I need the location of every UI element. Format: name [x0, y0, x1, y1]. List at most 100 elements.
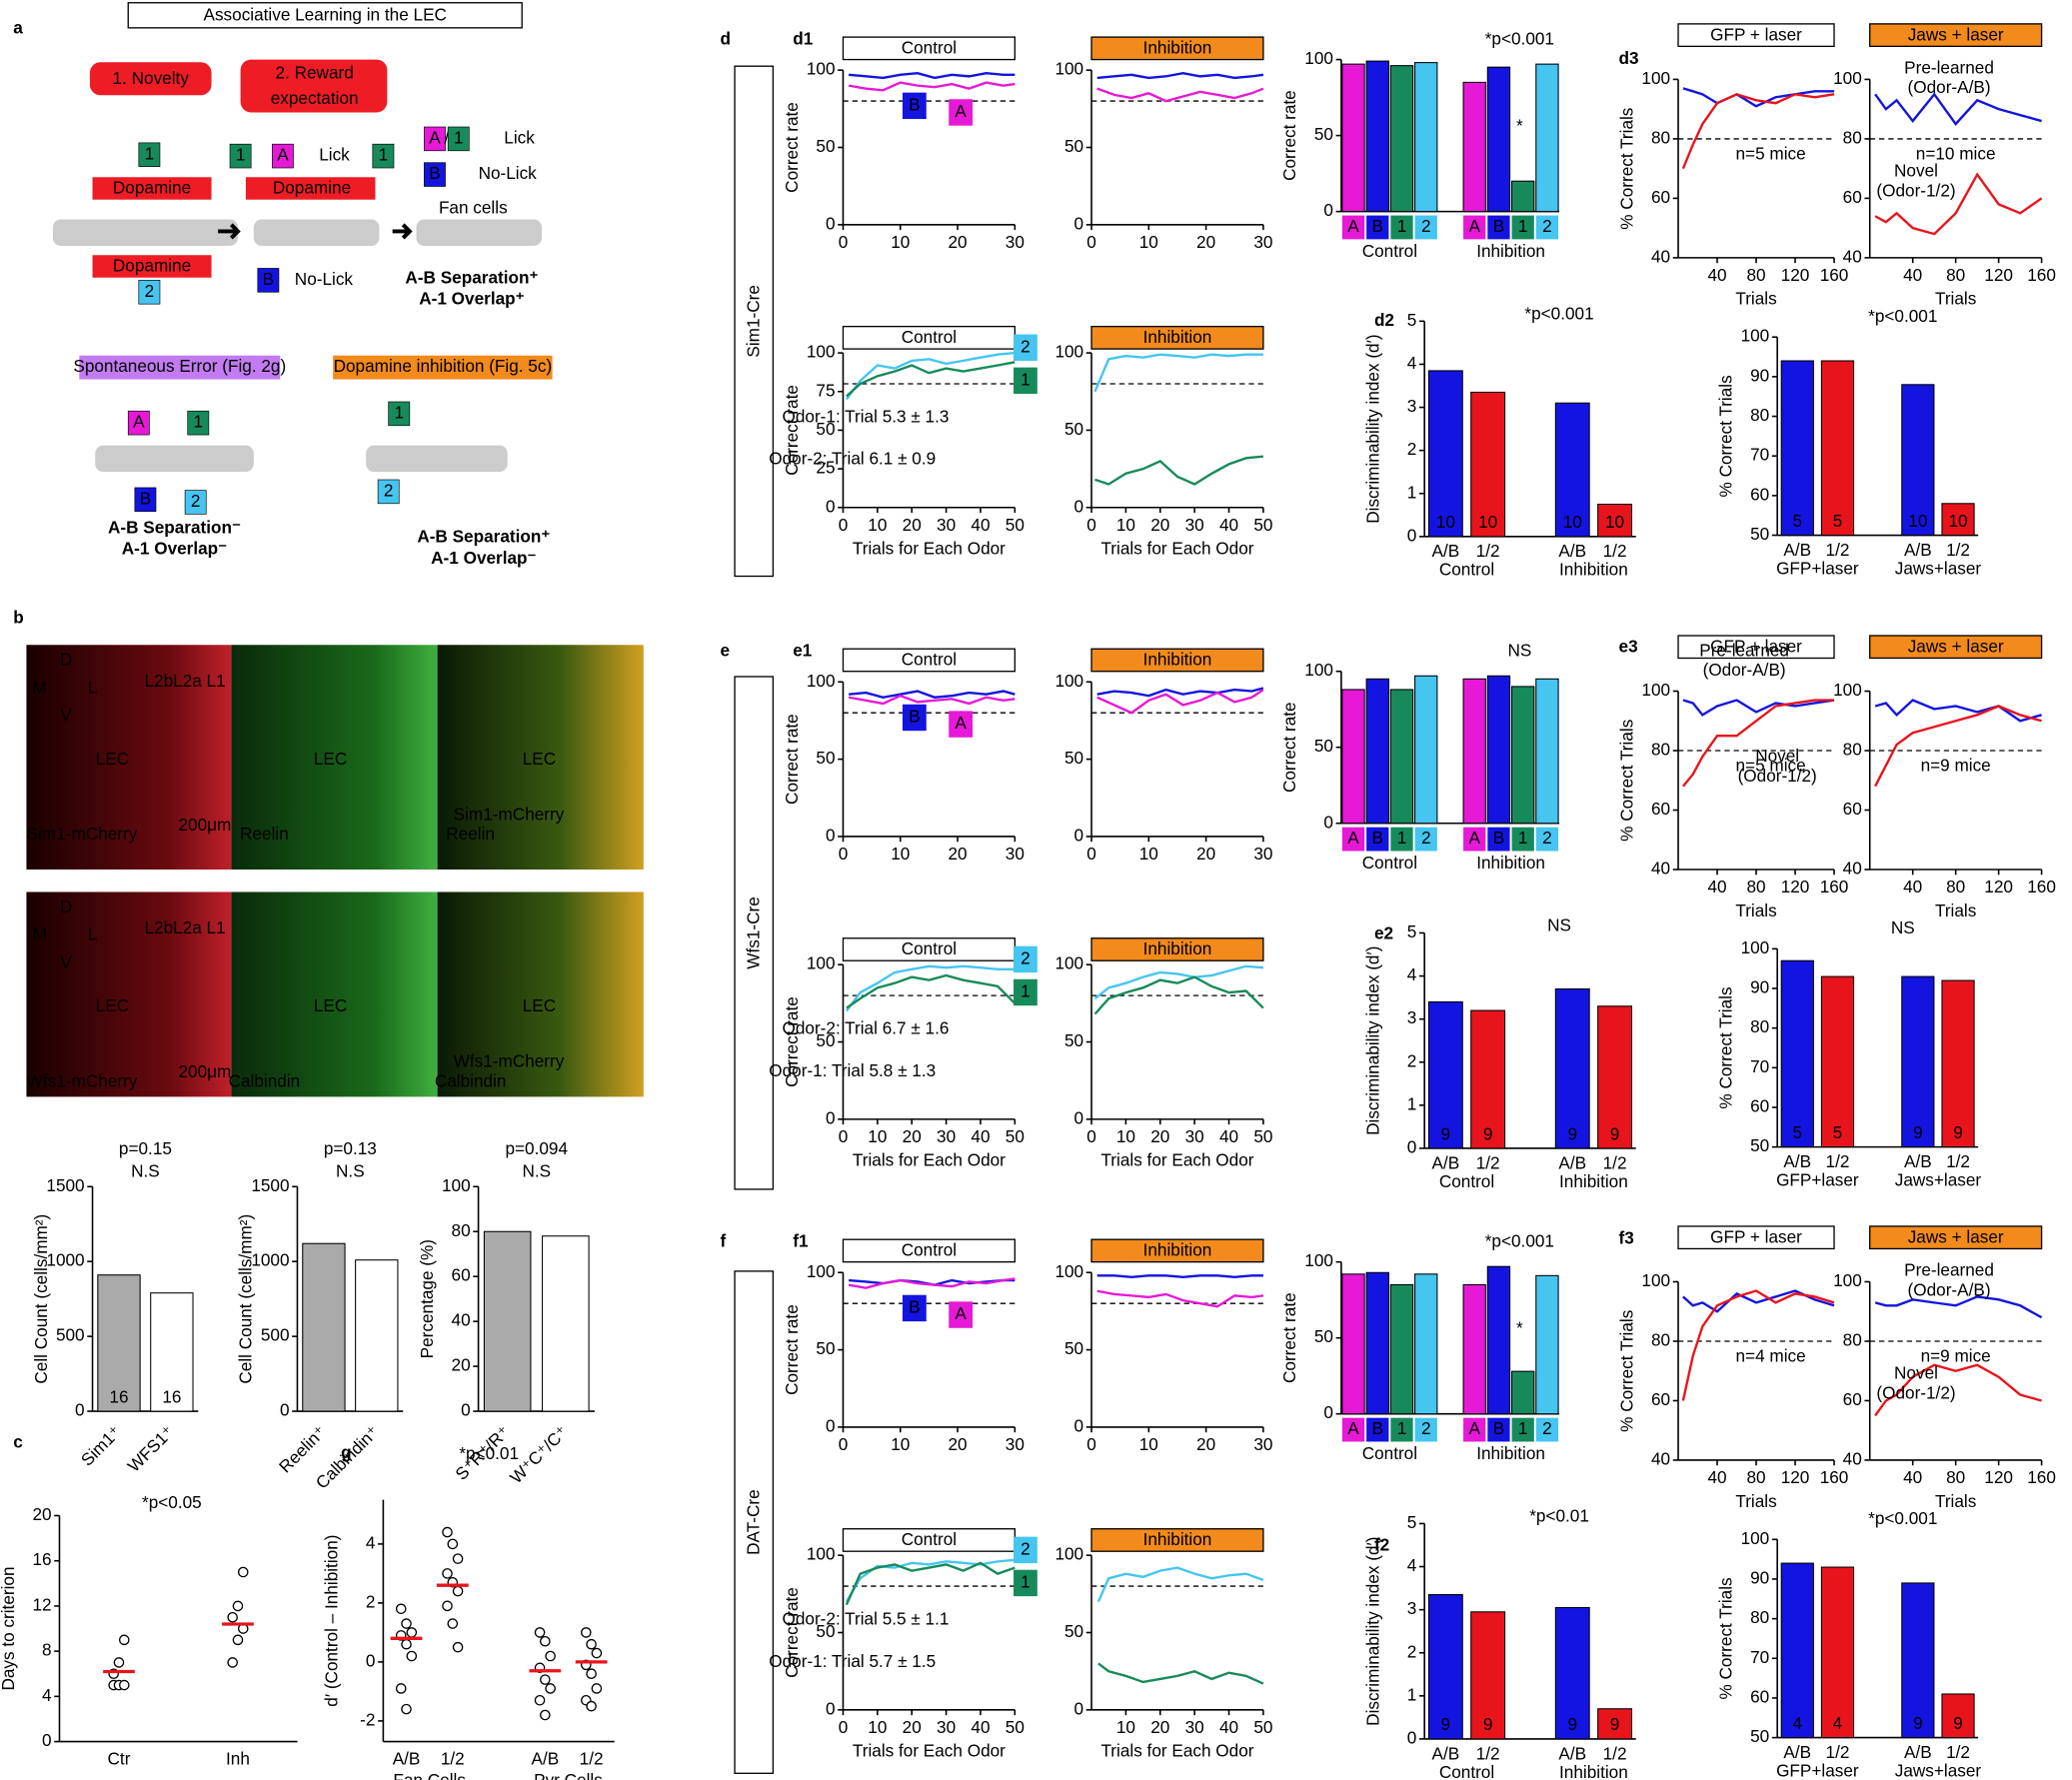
- diagram-text: Dopamine: [113, 178, 191, 198]
- y-tick-label: 50: [1064, 1621, 1083, 1641]
- title-box: [1090, 648, 1264, 673]
- annotation: *p<0.001: [1485, 1230, 1554, 1250]
- icon: [272, 143, 294, 169]
- title-box: [1869, 635, 2043, 660]
- bar: [1941, 503, 1975, 537]
- bar: [1780, 959, 1814, 1148]
- y-tick-label: 0: [826, 213, 836, 233]
- y-tick-label: 0: [826, 1698, 836, 1718]
- y-tick-label: 80: [1750, 1016, 1769, 1036]
- image-label: L: [88, 677, 98, 697]
- row-label: Sim1-Cre: [743, 285, 763, 358]
- bar: [1486, 1265, 1511, 1415]
- chart-title: Jaws + laser: [1908, 1226, 2004, 1246]
- panel-label: c: [13, 1431, 23, 1451]
- x-tick-label: 0: [839, 232, 849, 252]
- x-tick-label: B: [1493, 1418, 1504, 1438]
- panel-label: f3: [1619, 1228, 1634, 1248]
- y-tick-label: 80: [1750, 1607, 1769, 1627]
- x-tick-label: 1: [1518, 828, 1528, 848]
- y-tick-label: 60: [452, 1265, 471, 1285]
- chart-title: Control: [902, 1240, 957, 1260]
- category-box: [1487, 1417, 1510, 1442]
- series-line: [848, 1277, 1016, 1289]
- series-line: [1093, 975, 1264, 1015]
- y-tick-label: 60: [1843, 1389, 1862, 1409]
- point: [534, 1627, 546, 1638]
- point: [227, 1657, 238, 1668]
- y-tick-label: 60: [1750, 1686, 1769, 1706]
- x-tick-label: 40: [971, 1717, 990, 1737]
- series-line: [1681, 1289, 1835, 1401]
- x-tick-label: B: [1372, 1418, 1383, 1438]
- n-label: 9: [1441, 1714, 1451, 1734]
- x-tick-label: Inh: [226, 1749, 250, 1769]
- x-axis-label: Trials for Each Odor: [1100, 1741, 1253, 1761]
- x-tick-label: 80: [1946, 1467, 1965, 1487]
- image-label: Reelin: [446, 824, 495, 844]
- x-tick-label: 30: [1185, 1126, 1204, 1146]
- x-axis-label: Trials for Each Odor: [1100, 539, 1253, 559]
- y-tick-label: 0: [1074, 1698, 1084, 1718]
- y-tick-label: 0: [1407, 1727, 1417, 1747]
- annotation: Odor-1: Trial 5.8 ± 1.3: [769, 1060, 936, 1080]
- series-label: Pre-learned: [1699, 640, 1789, 660]
- series-label-box: [902, 92, 927, 120]
- image-label: LEC: [314, 749, 347, 769]
- bar: [1820, 975, 1855, 1148]
- y-axis-label: % Correct Trials: [1715, 1577, 1735, 1699]
- y-tick-label: 100: [1304, 1250, 1333, 1270]
- y-tick-label: 0: [366, 1650, 376, 1670]
- x-tick-label: 10: [1116, 1717, 1135, 1737]
- y-tick-label: 80: [1750, 405, 1769, 425]
- point: [540, 1674, 551, 1685]
- series-line: [1093, 353, 1263, 393]
- y-tick-label: 0: [1074, 1415, 1084, 1435]
- y-tick-label: 50: [816, 419, 835, 439]
- annotation: NS: [1891, 917, 1915, 937]
- series-label-box: [1014, 945, 1037, 973]
- group-label: Inhibition: [1559, 1171, 1628, 1191]
- n-label: 10: [1478, 512, 1497, 532]
- n-label: 9: [1953, 1713, 1963, 1733]
- chart-title: Inhibition: [1143, 38, 1212, 58]
- bar: [1941, 1693, 1975, 1739]
- diagram-text: A: [429, 127, 441, 147]
- y-axis-label: Percentage (%): [417, 1239, 437, 1358]
- y-tick-label: 4: [1407, 964, 1417, 984]
- x-tick-label: 2: [1542, 828, 1552, 848]
- annotation: *p<0.01: [459, 1443, 519, 1463]
- x-tick-label: 10: [1139, 1434, 1158, 1454]
- bar: [1486, 66, 1511, 213]
- y-axis-label: % Correct Trials: [1715, 986, 1735, 1108]
- x-tick-label: A: [1468, 216, 1480, 236]
- image-label: Reelin: [240, 824, 289, 844]
- y-axis-label: Correct rate: [782, 102, 802, 193]
- chart-title: Control: [902, 38, 957, 58]
- bar: [483, 1230, 532, 1412]
- y-tick-label: 25: [816, 458, 835, 478]
- series-label-box: [949, 99, 974, 126]
- x-tick-label: 40: [1219, 1717, 1238, 1737]
- category-box: [1511, 215, 1534, 240]
- diagram-text: A-B Separation⁺: [417, 527, 550, 547]
- y-tick-label: 40: [1651, 246, 1670, 266]
- chart-title: Inhibition: [1143, 650, 1212, 670]
- x-tick-label: 10: [868, 515, 887, 535]
- chart-title: Inhibition: [1143, 1529, 1212, 1549]
- n-label: 9: [1441, 1123, 1451, 1143]
- category-box: [1487, 215, 1510, 240]
- bar: [1341, 1273, 1365, 1415]
- y-tick-label: 0: [1407, 525, 1417, 545]
- x-tick-label: 2: [1542, 216, 1552, 236]
- annotation: N.S: [131, 1160, 160, 1180]
- y-tick-label: 0: [1074, 825, 1084, 845]
- series-label: A: [955, 101, 967, 121]
- series-label: 2: [1021, 336, 1031, 356]
- series-line: [1096, 71, 1264, 80]
- point: [545, 1650, 556, 1662]
- y-tick-label: 20: [452, 1355, 471, 1375]
- diagram-text: Lick: [504, 127, 535, 147]
- x-tick-label: 0: [1086, 232, 1096, 252]
